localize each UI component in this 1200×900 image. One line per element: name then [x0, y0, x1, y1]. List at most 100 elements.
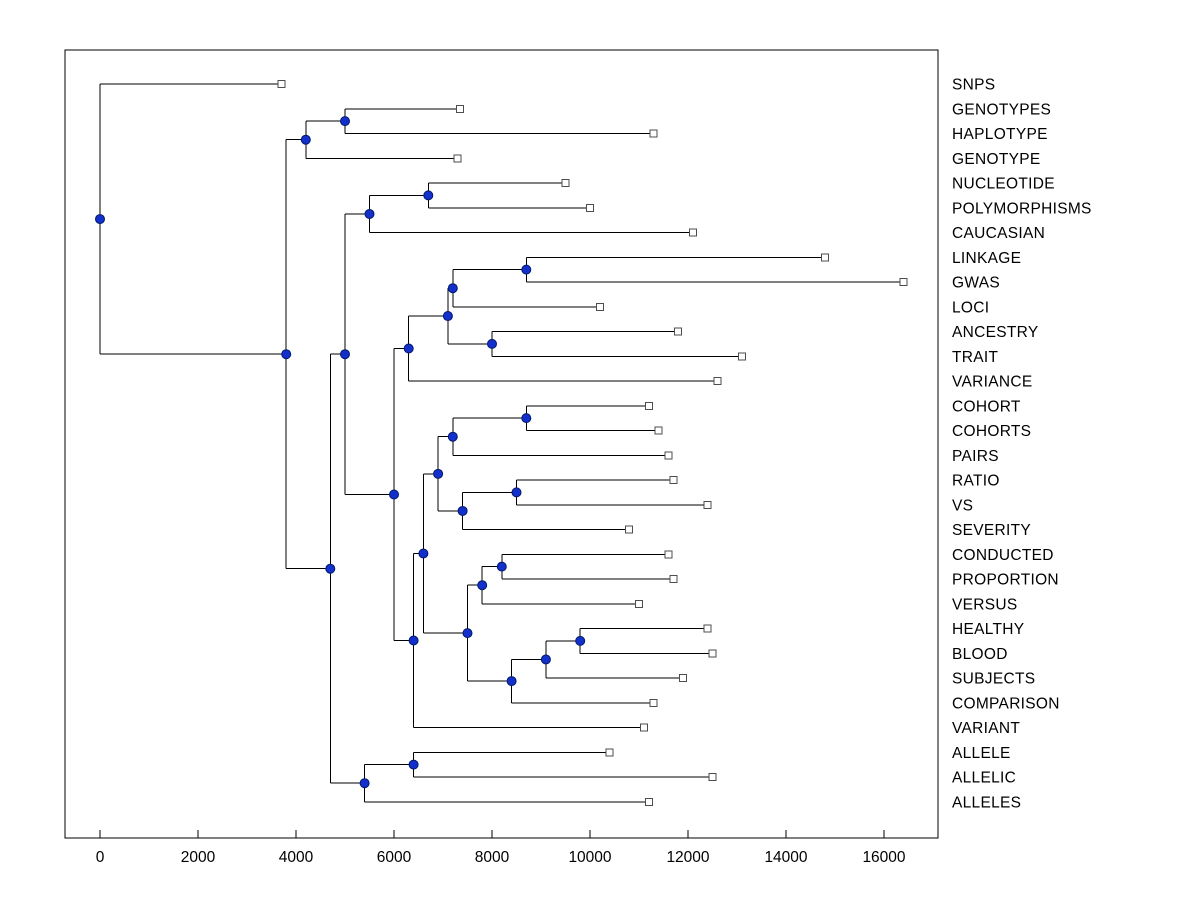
leaf-label: COMPARISON [952, 695, 1060, 712]
leaf-label: PAIRS [952, 448, 999, 465]
leaf-marker [899, 278, 908, 286]
leaf-label: VS [952, 497, 973, 514]
internal-node-marker [359, 778, 370, 789]
internal-node-marker [506, 676, 517, 687]
internal-node-marker [423, 190, 434, 201]
internal-node-marker [575, 635, 586, 646]
leaf-label: LOCI [952, 299, 989, 316]
leaf-label: SNPS [952, 77, 995, 94]
internal-node-marker [403, 343, 414, 354]
x-axis-tick-label: 6000 [377, 849, 412, 866]
leaf-marker [669, 476, 678, 484]
leaf-label: VARIANCE [952, 374, 1033, 391]
internal-node-marker [540, 654, 551, 665]
internal-node-marker [462, 628, 473, 639]
leaf-marker [277, 80, 286, 88]
leaf-label: CAUCASIAN [952, 225, 1045, 242]
internal-node-marker [95, 214, 105, 225]
internal-node-marker [408, 635, 419, 646]
leaf-label: SUBJECTS [952, 671, 1035, 688]
leaf-marker [605, 748, 614, 757]
leaf-label: HAPLOTYPE [952, 126, 1048, 143]
leaf-marker [821, 253, 830, 262]
plot-frame [64, 49, 939, 839]
internal-node-marker [442, 311, 453, 322]
internal-node-marker [340, 349, 350, 360]
internal-node-marker [477, 580, 488, 591]
leaf-label: GENOTYPE [952, 151, 1041, 168]
tree-branches [99, 83, 904, 803]
leaf-labels: SNPS GENOTYPES HAPLOTYPE GENOTYPE NUCLEOTIDE… [952, 77, 1092, 812]
x-axis-tick-label: 14000 [764, 849, 807, 866]
leaf-label: VARIANT [952, 720, 1020, 737]
internal-node-marker [433, 468, 444, 479]
leaf-label: HEALTHY [952, 621, 1024, 638]
leaf-marker [644, 401, 653, 410]
leaf-label: NUCLEOTIDE [952, 176, 1055, 193]
internal-node-marker [521, 264, 532, 275]
internal-node-marker [511, 487, 522, 498]
leaf-marker [669, 575, 678, 583]
leaf-marker [649, 129, 658, 138]
leaf-marker [625, 525, 634, 534]
leaf-marker [453, 154, 462, 163]
leaf-label: SEVERITY [952, 522, 1031, 539]
leaf-marker [688, 228, 697, 237]
leaf-label: POLYMORPHISMS [952, 200, 1092, 217]
leaf-label: LINKAGE [952, 250, 1021, 267]
internal-node-marker [300, 134, 311, 145]
leaf-label: GENOTYPES [952, 101, 1051, 118]
leaf-label: TRAIT [952, 349, 999, 366]
leaf-marker [649, 698, 658, 707]
x-axis-tick-label: 16000 [862, 849, 905, 866]
leaf-label: COHORT [952, 398, 1021, 415]
internal-node-marker [487, 338, 497, 349]
leaf-label: BLOOD [952, 646, 1008, 663]
leaf-label: GWAS [952, 275, 1000, 292]
internal-node-marker [389, 489, 399, 500]
leaf-marker [674, 327, 683, 336]
internal-node-marker [521, 413, 532, 424]
leaf-label: VERSUS [952, 596, 1018, 613]
leaf-marker [737, 352, 746, 361]
leaf-marker [664, 451, 673, 460]
internal-node-marker [281, 349, 292, 360]
internal-node-marker [447, 283, 458, 294]
leaf-marker [635, 599, 643, 608]
internal-node-markers [95, 116, 586, 789]
x-axis-tick-label: 2000 [181, 849, 216, 866]
internal-node-marker [364, 208, 375, 219]
leaf-marker [713, 377, 722, 385]
leaf-label: ALLELIC [952, 770, 1016, 787]
internal-node-marker [408, 759, 419, 770]
x-axis-tick-label: 10000 [568, 849, 611, 866]
leaf-marker [708, 773, 717, 781]
leaf-marker [654, 426, 663, 435]
leaf-label: ALLELE [952, 745, 1011, 762]
leaf-label: ANCESTRY [952, 324, 1039, 341]
leaf-marker [644, 797, 653, 806]
internal-node-marker [418, 548, 429, 559]
leaf-marker [664, 550, 673, 559]
leaf-markers [277, 80, 908, 806]
internal-node-marker [325, 563, 336, 574]
leaf-marker [456, 104, 465, 113]
leaf-label: ALLELES [952, 794, 1021, 811]
internal-node-marker [457, 505, 468, 516]
leaf-marker [561, 179, 570, 187]
internal-node-marker [340, 116, 350, 127]
leaf-label: CONDUCTED [952, 547, 1054, 564]
leaf-marker [586, 203, 594, 212]
x-axis: 0 2000 4000 6000 8000 10000 12000 14000 16000 [96, 830, 906, 866]
leaf-label: PROPORTION [952, 572, 1059, 589]
leaf-marker [679, 674, 688, 682]
internal-node-marker [496, 561, 507, 572]
leaf-marker [595, 302, 604, 311]
x-axis-tick-label: 12000 [666, 849, 709, 866]
leaf-label: COHORTS [952, 423, 1031, 440]
leaf-marker [639, 723, 648, 732]
leaf-marker [708, 649, 717, 658]
leaf-label: RATIO [952, 473, 1000, 490]
